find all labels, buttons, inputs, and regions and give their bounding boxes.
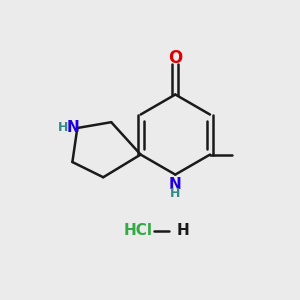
Text: H: H bbox=[58, 122, 69, 134]
Text: H: H bbox=[177, 223, 190, 238]
Text: HCl: HCl bbox=[123, 223, 152, 238]
Text: N: N bbox=[169, 177, 182, 192]
Text: H: H bbox=[170, 187, 181, 200]
Text: O: O bbox=[168, 49, 182, 67]
Text: N: N bbox=[66, 121, 79, 136]
